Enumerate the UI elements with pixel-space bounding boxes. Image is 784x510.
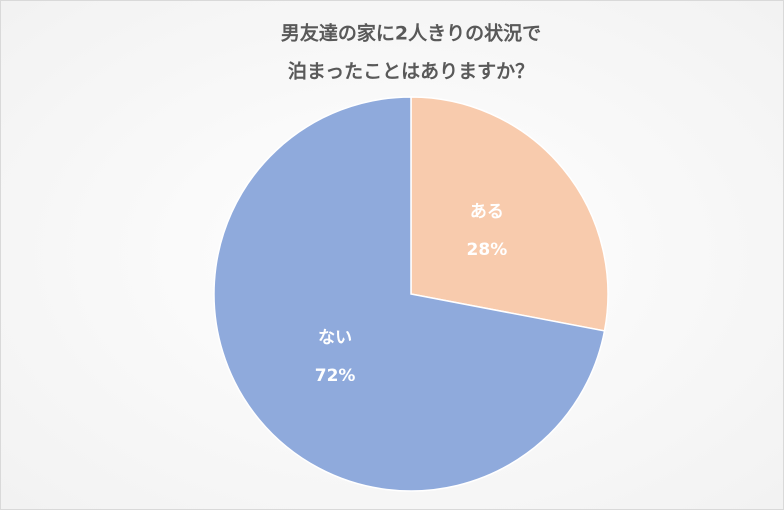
pie-slice — [213, 96, 606, 492]
slice-category-label: ある — [470, 202, 504, 222]
chart-title: 男友達の家に2人きりの状況で — [281, 22, 541, 45]
slice-value-label: 72% — [315, 366, 356, 386]
slice-value-label: 28% — [467, 240, 508, 260]
chart-title: 泊まったことはありますか？ — [288, 61, 534, 83]
slice-category-label: ない — [318, 328, 352, 348]
pie-slice — [410, 96, 609, 332]
